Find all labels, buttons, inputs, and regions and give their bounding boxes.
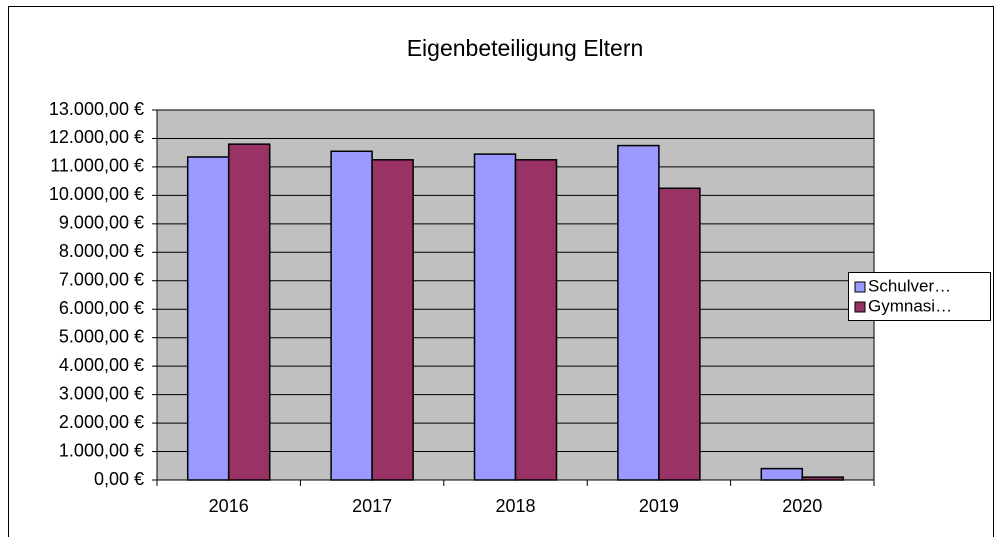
y-tick-label: 13.000,00 €: [49, 99, 144, 119]
bar: [658, 187, 701, 481]
y-tick-label: 5.000,00 €: [59, 326, 144, 346]
bar: [801, 476, 845, 481]
legend-swatch: [854, 281, 866, 293]
y-tick-label: 8.000,00 €: [59, 241, 144, 261]
y-tick-label: 12.000,00 €: [49, 127, 144, 147]
y-tick-label: 4.000,00 €: [59, 355, 144, 375]
x-tick-label: 2020: [782, 496, 822, 516]
y-tick-label: 3.000,00 €: [59, 383, 144, 403]
bar: [371, 159, 414, 481]
bar: [330, 150, 373, 481]
bar: [617, 144, 660, 481]
bar: [473, 153, 517, 481]
y-tick-label: 9.000,00 €: [59, 213, 144, 233]
x-tick-label: 2017: [352, 496, 392, 516]
chart-title: Eigenbeteiligung Eltern: [407, 35, 644, 61]
legend-swatch: [854, 301, 866, 313]
bar: [227, 143, 271, 481]
legend-label: Schulver…: [868, 276, 951, 295]
bar: [186, 156, 230, 481]
x-tick-label: 2018: [495, 496, 535, 516]
legend-label: Gymnasi…: [868, 296, 952, 315]
y-tick-label: 10.000,00 €: [49, 184, 144, 204]
y-tick-label: 11.000,00 €: [50, 156, 144, 176]
bar: [514, 159, 558, 481]
x-tick-label: 2016: [209, 496, 249, 516]
y-tick-label: 2.000,00 €: [59, 412, 144, 432]
y-tick-label: 7.000,00 €: [59, 270, 144, 290]
legend-box: [848, 272, 991, 321]
bar: [760, 467, 804, 481]
y-tick-label: 0,00 €: [94, 469, 144, 489]
y-tick-label: 6.000,00 €: [59, 298, 144, 318]
y-tick-label: 1.000,00 €: [59, 440, 144, 460]
x-tick-label: 2019: [639, 496, 679, 516]
